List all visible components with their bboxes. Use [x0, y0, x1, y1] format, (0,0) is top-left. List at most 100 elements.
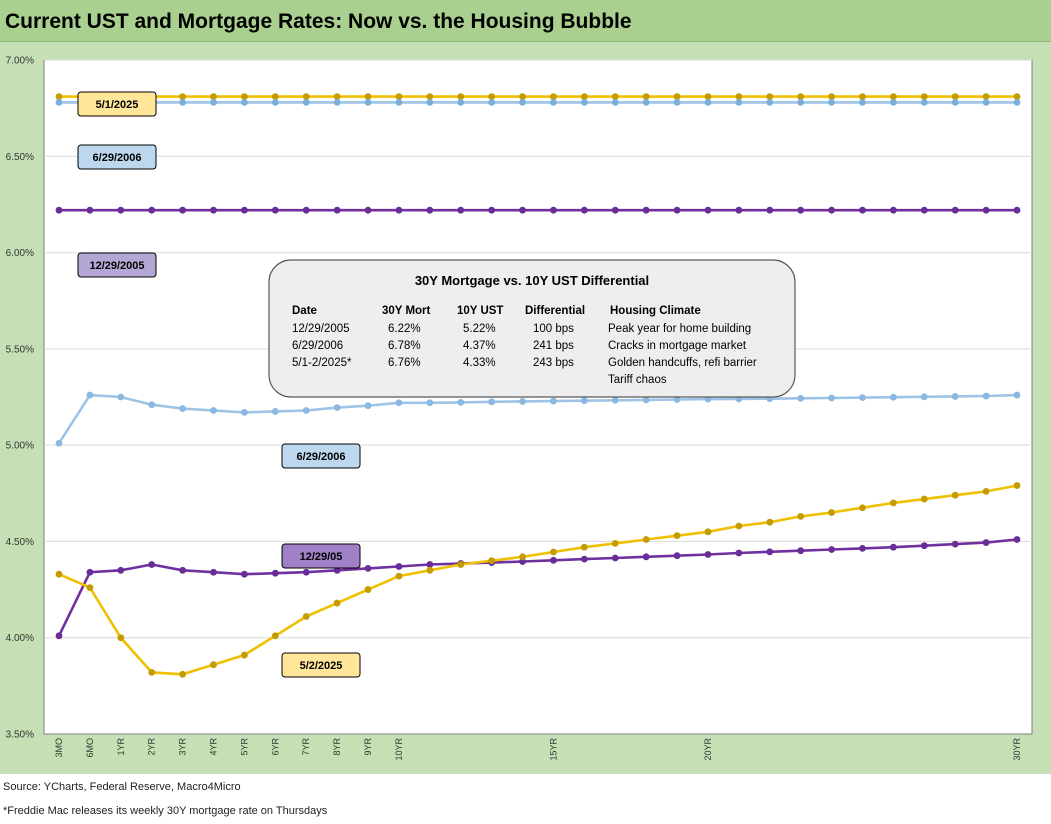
y-tick-label: 5.50% — [6, 344, 34, 355]
data-point — [1013, 98, 1021, 106]
data-point — [859, 504, 866, 512]
data-point — [210, 568, 217, 576]
data-point — [457, 93, 465, 100]
data-point — [302, 613, 310, 620]
table-header: Housing Climate — [610, 305, 701, 317]
data-point — [797, 512, 805, 520]
data-point — [395, 206, 403, 214]
data-point — [457, 561, 465, 568]
data-point — [241, 409, 248, 416]
x-axis-ticks: 3MO 6MO 1YR 2YR 3YR 4YR 5YR 6YR 7YR 8YR 9YR 10YR 15Y… — [54, 738, 1022, 761]
data-point — [580, 206, 588, 214]
y-tick-label: 6.50% — [6, 152, 34, 163]
table-cell: 6.22% — [388, 323, 421, 335]
series-label-text: 6/29/2006 — [93, 152, 142, 164]
data-point — [889, 393, 897, 401]
series-label-box — [281, 652, 361, 678]
data-point — [797, 394, 805, 402]
series-label-5: 5/2/2025 — [281, 652, 361, 678]
data-point — [704, 206, 712, 214]
data-point — [55, 98, 63, 106]
x-tick-label: 2YR — [147, 738, 157, 756]
data-point — [364, 206, 372, 214]
data-point — [302, 93, 310, 100]
data-point — [210, 93, 217, 100]
data-point — [611, 206, 619, 214]
data-point — [611, 98, 619, 106]
footnote: *Freddie Mac releases its weekly 30Y mor… — [3, 805, 328, 817]
series-0 — [55, 93, 1021, 100]
data-point — [210, 407, 217, 414]
data-point — [828, 206, 835, 214]
data-point — [210, 206, 217, 214]
data-point — [55, 570, 63, 578]
data-point — [642, 93, 650, 100]
x-tick-label: 6MO — [85, 738, 95, 758]
data-point — [302, 568, 310, 576]
series-label-0: 5/1/2025 — [77, 91, 157, 117]
data-point — [488, 557, 496, 565]
data-point — [117, 634, 125, 642]
data-point — [179, 566, 187, 574]
data-point — [55, 632, 63, 640]
data-point — [55, 93, 63, 100]
x-tick-label: 15YR — [548, 738, 558, 761]
data-point — [642, 553, 650, 561]
data-point — [889, 499, 897, 507]
data-point — [364, 402, 372, 410]
data-point — [148, 401, 156, 409]
data-point — [395, 572, 403, 580]
series-label-box — [77, 252, 157, 278]
chart-frame: 3.50% 4.00% 4.50% 5.00% 5.50% 6.00% 6.50% 7.00%… — [0, 42, 1051, 774]
data-point — [550, 93, 557, 100]
data-point — [766, 518, 774, 526]
x-tick-label: 3MO — [54, 738, 64, 758]
data-point — [519, 206, 526, 214]
data-point — [642, 206, 650, 214]
data-point — [241, 98, 248, 106]
data-point — [982, 487, 990, 495]
y-tick-label: 5.00% — [6, 441, 34, 452]
differential-table: 30Y Mortgage vs. 10Y UST Differential Dat… — [268, 259, 796, 398]
data-point — [86, 568, 94, 576]
data-point — [241, 93, 248, 100]
table-cell: Cracks in mortgage market — [608, 340, 747, 352]
data-point — [333, 566, 341, 574]
data-point — [86, 391, 94, 399]
data-point — [333, 404, 341, 411]
data-point — [519, 98, 526, 106]
table-cell: 4.37% — [463, 340, 496, 352]
x-tick-label: 6YR — [270, 738, 280, 756]
data-point — [673, 532, 681, 540]
data-point — [611, 93, 619, 100]
data-point — [241, 206, 248, 214]
data-point — [488, 206, 496, 214]
data-point — [920, 542, 928, 550]
data-point — [797, 93, 805, 100]
title-bar: Current UST and Mortgage Rates: Now vs. … — [0, 0, 1051, 42]
table-header: 10Y UST — [457, 305, 503, 317]
y-tick-label: 7.00% — [6, 56, 34, 67]
data-point — [828, 93, 835, 100]
y-tick-label: 6.00% — [6, 248, 34, 259]
data-point — [828, 98, 835, 106]
data-point — [580, 98, 588, 106]
data-point — [241, 651, 248, 659]
data-point — [642, 396, 650, 404]
data-point — [488, 98, 496, 106]
data-point — [1013, 206, 1021, 214]
data-point — [735, 522, 743, 530]
data-point — [179, 206, 187, 214]
series-label-box — [281, 543, 361, 569]
data-point — [982, 98, 990, 106]
series-lines — [55, 93, 1021, 678]
data-point — [550, 206, 557, 214]
data-point — [148, 561, 156, 568]
series-3 — [55, 391, 1021, 447]
series-5 — [55, 482, 1021, 678]
data-point — [364, 98, 372, 106]
data-point — [117, 393, 125, 401]
data-point — [766, 93, 774, 100]
series-line — [57, 538, 1018, 637]
x-tick-label: 8YR — [332, 738, 342, 756]
